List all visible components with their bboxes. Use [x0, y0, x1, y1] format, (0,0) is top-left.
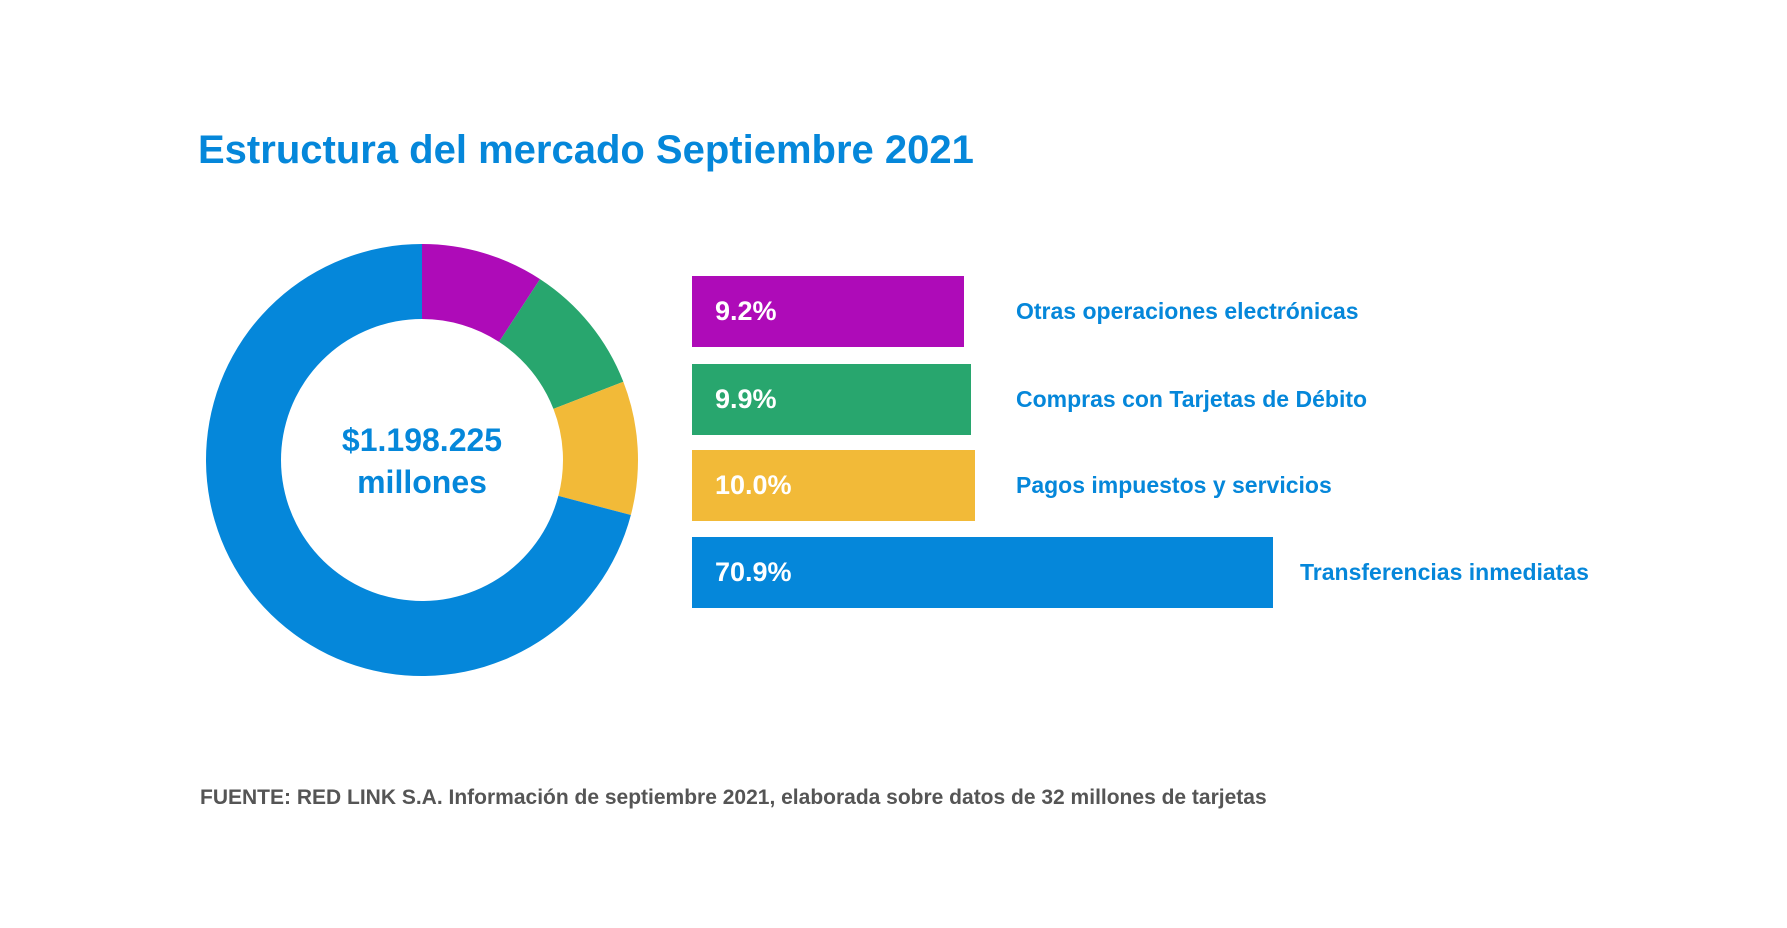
center-unit: millones — [357, 464, 487, 500]
bar: 9.9% — [692, 364, 971, 435]
bar: 10.0% — [692, 450, 975, 521]
center-value: $1.198.225 — [341, 422, 503, 458]
bar: 9.2% — [692, 276, 964, 347]
category-label: Otras operaciones electrónicas — [1016, 298, 1359, 324]
category-label: Compras con Tarjetas de Débito — [1016, 386, 1368, 412]
source-note: FUENTE: RED LINK S.A. Información de sep… — [200, 786, 1267, 809]
bar: 70.9% — [692, 537, 1273, 608]
category-label: Transferencias inmediatas — [1300, 559, 1589, 585]
donut-slice — [499, 279, 624, 409]
donut-slice — [205, 244, 631, 676]
chart-title: Estructura del mercado Septiembre 2021 — [198, 128, 974, 172]
donut-slice — [422, 244, 541, 342]
donut-slice — [553, 381, 638, 516]
category-label: Pagos impuestos y servicios — [1016, 472, 1332, 498]
